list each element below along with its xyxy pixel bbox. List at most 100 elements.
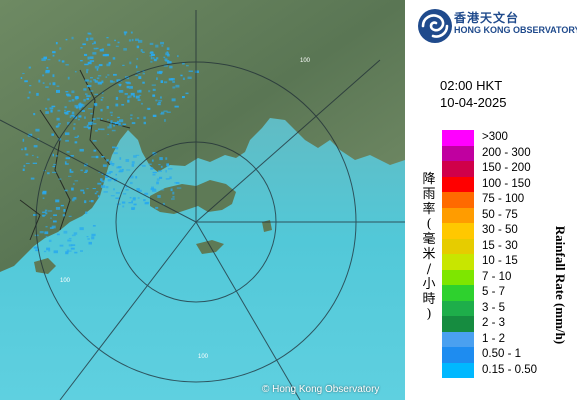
- rain-echo: [45, 236, 48, 238]
- rain-echo: [51, 105, 56, 108]
- rain-echo: [85, 211, 88, 214]
- rain-echo: [133, 203, 137, 206]
- rain-echo: [92, 225, 96, 227]
- rain-echo: [156, 181, 159, 185]
- rain-echo: [160, 165, 163, 168]
- rain-echo: [121, 104, 125, 106]
- rain-echo: [55, 199, 60, 203]
- rain-echo: [58, 138, 62, 141]
- rain-echo: [93, 41, 96, 44]
- rain-echo: [94, 192, 97, 195]
- rain-echo: [71, 114, 75, 117]
- rain-echo: [68, 215, 72, 217]
- rain-echo: [156, 57, 159, 60]
- rain-echo: [71, 90, 75, 94]
- rain-echo: [141, 102, 143, 105]
- rain-echo: [92, 123, 97, 125]
- rain-echo: [80, 169, 83, 172]
- rain-echo: [107, 133, 109, 135]
- rain-echo: [86, 188, 89, 190]
- rain-echo: [171, 98, 176, 102]
- rain-echo: [160, 41, 164, 45]
- rain-echo: [130, 31, 133, 34]
- legend-swatch: [442, 161, 474, 177]
- rain-echo: [64, 189, 68, 192]
- rain-echo: [163, 56, 166, 58]
- rain-echo: [101, 156, 105, 158]
- rain-echo: [85, 93, 88, 95]
- rain-echo: [150, 51, 154, 53]
- rain-echo: [75, 106, 79, 109]
- rain-echo: [65, 132, 70, 136]
- rain-echo: [165, 60, 170, 62]
- rain-echo: [168, 78, 174, 81]
- legend-swatch: [442, 254, 474, 270]
- rain-echo: [44, 231, 49, 235]
- rain-echo: [100, 178, 103, 181]
- rain-echo: [57, 109, 61, 112]
- rain-echo: [67, 239, 72, 242]
- rain-echo: [98, 64, 103, 67]
- rain-echo: [47, 59, 51, 61]
- legend-swatch: [442, 300, 474, 316]
- rain-echo: [36, 92, 39, 96]
- rain-echo: [99, 49, 104, 52]
- rainfall-legend: >300 200 - 300 150 - 200 100 - 150 75 - 100 5…: [442, 130, 572, 378]
- rain-echo: [136, 188, 140, 191]
- rain-echo: [43, 250, 47, 253]
- rain-echo: [172, 80, 175, 83]
- rain-echo: [144, 202, 149, 205]
- rain-echo: [149, 42, 154, 45]
- rain-echo: [71, 187, 74, 191]
- legend-label: 100 - 150: [482, 177, 531, 190]
- rain-echo: [155, 44, 159, 48]
- rain-echo: [101, 92, 104, 94]
- rain-echo: [118, 90, 123, 92]
- rain-echo: [45, 69, 50, 73]
- rain-echo: [128, 86, 133, 89]
- rain-echo: [42, 190, 47, 193]
- rain-echo: [115, 173, 117, 176]
- rain-echo: [74, 141, 78, 144]
- rain-echo: [88, 108, 93, 110]
- observatory-name-zh: 香港天文台: [454, 11, 520, 25]
- rain-echo: [122, 205, 125, 208]
- rain-echo: [84, 79, 89, 82]
- rain-echo: [116, 203, 121, 205]
- rain-echo: [79, 227, 84, 231]
- rain-echo: [68, 244, 73, 247]
- legend-row: 5 - 7: [442, 285, 572, 301]
- rain-echo: [70, 155, 74, 157]
- rain-echo: [60, 204, 64, 207]
- rain-echo: [52, 171, 57, 174]
- rain-echo: [163, 110, 168, 112]
- rain-echo: [80, 189, 85, 192]
- rain-echo: [48, 250, 51, 252]
- rain-echo: [73, 232, 78, 235]
- rain-echo: [65, 157, 70, 160]
- rain-echo: [110, 195, 115, 197]
- rain-echo: [131, 122, 136, 125]
- rain-echo: [78, 115, 82, 118]
- rain-echo: [161, 45, 164, 47]
- rain-echo: [116, 79, 119, 82]
- rain-echo: [51, 225, 56, 229]
- rain-echo: [66, 110, 71, 113]
- rain-echo: [100, 185, 106, 188]
- legend-row: 75 - 100: [442, 192, 572, 208]
- rain-echo: [158, 100, 163, 102]
- rain-echo: [152, 94, 156, 97]
- legend-label: 1 - 2: [482, 332, 506, 345]
- rain-echo: [65, 251, 69, 255]
- rain-echo: [104, 175, 109, 178]
- rain-echo: [42, 192, 47, 195]
- rain-echo: [46, 247, 51, 251]
- legend-row: 1 - 2: [442, 331, 572, 347]
- rain-echo: [152, 171, 157, 174]
- rain-echo: [137, 189, 142, 192]
- rain-echo: [47, 210, 53, 212]
- rain-echo: [95, 130, 98, 132]
- rain-echo: [131, 200, 133, 204]
- rain-echo: [88, 122, 93, 125]
- rain-echo: [112, 57, 116, 60]
